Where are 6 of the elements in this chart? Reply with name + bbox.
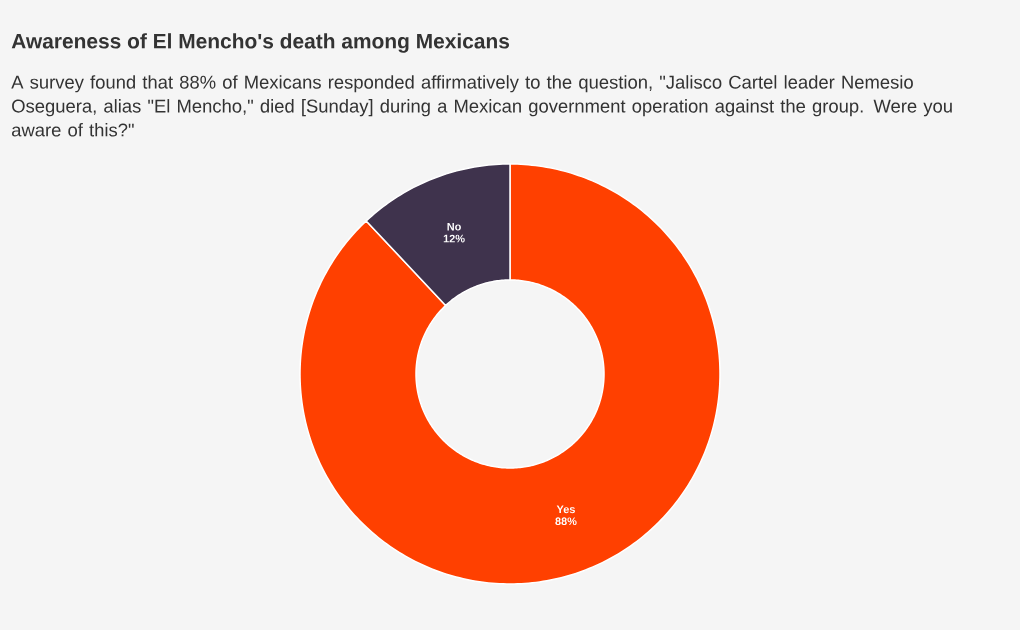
chart-subtitle: A survey found that 88% of Mexicans responded affirmatively to the question, "Jalisco Cartel leader Nemesio Oseguera, alias "El Mencho," died [Sunday] during a Mexican government operation against the group. Were you aware of this?" xyxy=(11,75,952,137)
slice-label: No xyxy=(447,222,461,231)
data-label: 12% xyxy=(443,234,465,243)
slice-label: Yes xyxy=(556,505,575,514)
chart-title: Awareness of El Mencho's death among Mexicans xyxy=(11,33,510,53)
data-label: 88% xyxy=(555,517,577,526)
